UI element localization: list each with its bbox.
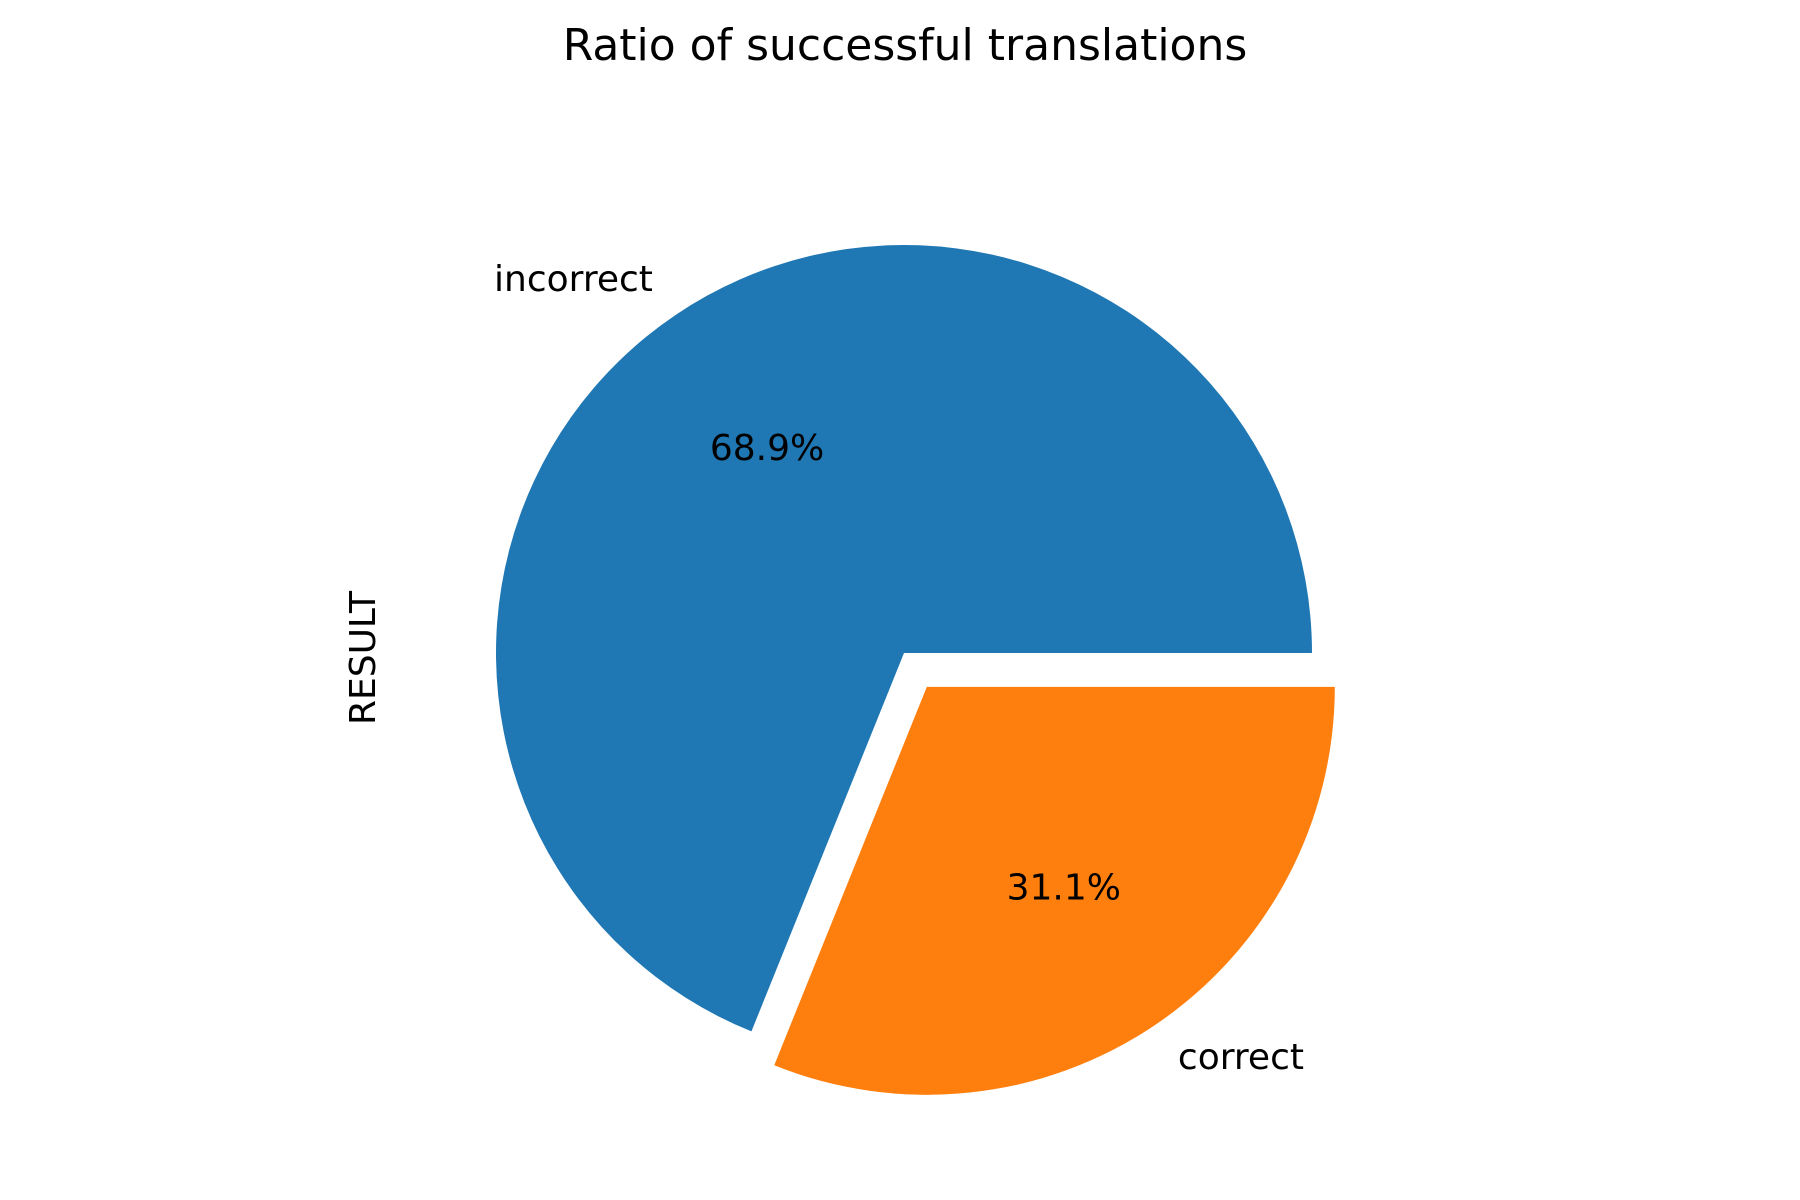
percent-label-correct: 31.1% bbox=[1007, 868, 1121, 909]
pie-slice-incorrect bbox=[496, 244, 1312, 1032]
chart-title: Ratio of successful translations bbox=[563, 20, 1248, 71]
slice-label-incorrect: incorrect bbox=[494, 259, 653, 300]
pie-slice-correct bbox=[774, 686, 1335, 1095]
y-axis-label: RESULT bbox=[343, 590, 384, 725]
slice-label-correct: correct bbox=[1178, 1037, 1304, 1078]
pie-slices bbox=[496, 244, 1335, 1095]
percent-label-incorrect: 68.9% bbox=[710, 428, 824, 469]
pie-labels: incorrect 68.9% correct 31.1% bbox=[494, 259, 1304, 1078]
